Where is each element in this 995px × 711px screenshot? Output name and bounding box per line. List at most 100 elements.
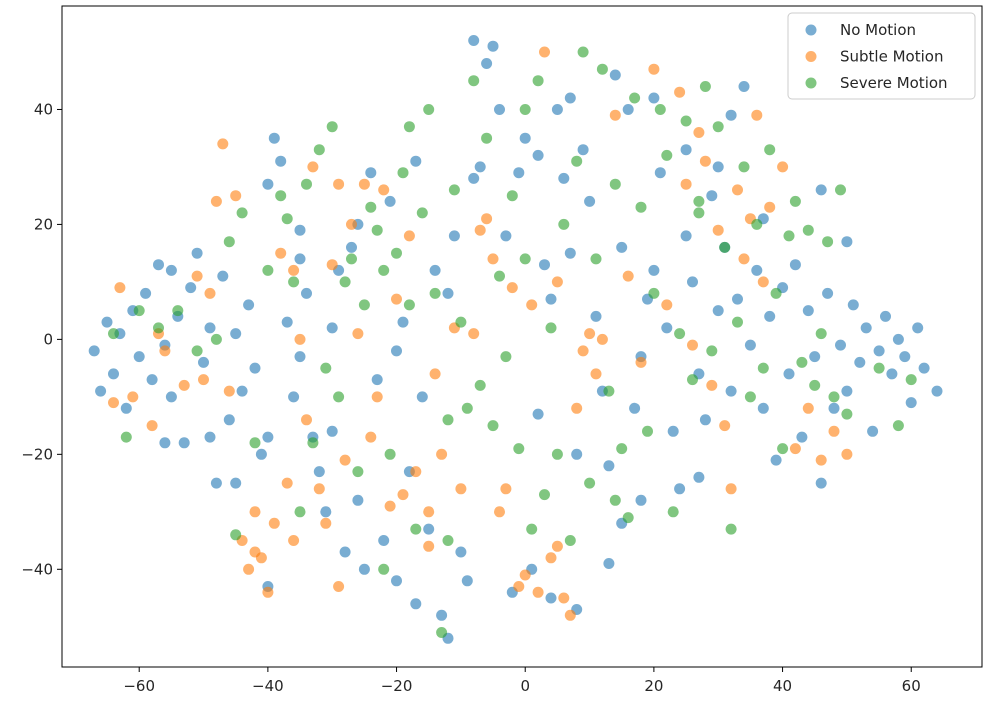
data-point	[140, 287, 152, 299]
data-point	[789, 195, 801, 207]
data-point	[403, 230, 415, 242]
data-point	[712, 224, 724, 236]
data-point	[847, 299, 859, 311]
data-point	[378, 563, 390, 575]
data-point	[744, 391, 756, 403]
data-point	[249, 506, 261, 518]
data-point	[770, 454, 782, 466]
data-point	[243, 563, 255, 575]
data-point	[236, 385, 248, 397]
data-point	[764, 144, 776, 156]
y-tick-label: 20	[34, 215, 53, 233]
data-point	[725, 385, 737, 397]
data-point	[294, 224, 306, 236]
plot-frame	[61, 5, 983, 668]
data-point	[551, 540, 563, 552]
data-point	[153, 259, 164, 271]
data-point	[796, 356, 808, 368]
data-point	[204, 287, 216, 299]
data-point	[346, 218, 357, 230]
data-point	[500, 230, 512, 242]
data-point	[809, 379, 821, 391]
data-point	[178, 379, 190, 391]
data-point	[487, 40, 499, 52]
data-point	[693, 471, 705, 483]
data-point	[339, 276, 351, 288]
data-point	[410, 523, 422, 535]
data-point	[609, 494, 621, 506]
data-point	[268, 517, 280, 529]
data-point	[223, 236, 235, 248]
data-point	[661, 322, 673, 334]
data-point	[667, 425, 679, 437]
data-point	[841, 236, 853, 248]
data-point	[313, 466, 325, 478]
data-point	[365, 167, 377, 179]
data-point	[609, 69, 621, 81]
data-point	[629, 402, 641, 414]
data-point	[648, 92, 660, 104]
data-point	[339, 454, 351, 466]
data-point	[410, 598, 422, 610]
data-point	[275, 155, 287, 167]
data-point	[751, 218, 763, 230]
legend-marker	[805, 24, 817, 36]
data-point	[481, 213, 493, 225]
data-point	[352, 466, 364, 478]
data-point	[333, 178, 345, 190]
data-point	[603, 385, 615, 397]
legend-label: Subtle Motion	[840, 48, 943, 66]
data-point	[603, 558, 615, 569]
data-point	[545, 592, 557, 604]
data-point	[320, 506, 332, 518]
data-point	[204, 322, 216, 334]
data-point	[365, 431, 377, 443]
data-point	[281, 477, 293, 489]
data-point	[320, 517, 332, 529]
data-point	[223, 385, 235, 397]
data-point	[461, 575, 473, 587]
data-point	[371, 374, 383, 386]
data-point	[687, 339, 698, 351]
y-tick-label: 40	[34, 100, 53, 118]
data-point	[307, 437, 319, 449]
data-point	[294, 506, 306, 518]
data-point	[661, 299, 673, 311]
data-point	[815, 184, 827, 196]
data-point	[88, 345, 100, 357]
data-point	[519, 132, 531, 144]
data-point	[699, 414, 711, 426]
data-point	[384, 195, 396, 207]
data-point	[635, 494, 647, 506]
data-point	[706, 345, 718, 357]
data-point	[500, 483, 512, 495]
data-point	[667, 506, 679, 518]
data-point	[127, 391, 139, 403]
data-point	[255, 448, 267, 460]
data-point	[249, 546, 261, 558]
data-point	[622, 512, 634, 524]
data-point	[403, 299, 415, 311]
data-point	[867, 425, 879, 437]
data-point	[262, 264, 274, 276]
data-point	[931, 385, 943, 397]
data-point	[474, 224, 486, 236]
data-point	[320, 362, 332, 374]
data-point	[545, 552, 557, 564]
data-point	[835, 339, 846, 351]
data-point	[551, 448, 563, 460]
data-point	[114, 282, 126, 294]
data-point	[757, 276, 769, 288]
data-point	[204, 431, 216, 443]
data-point	[635, 356, 647, 368]
data-point	[796, 431, 808, 443]
data-point	[468, 328, 480, 340]
data-point	[828, 391, 840, 403]
data-point	[108, 328, 119, 340]
data-point	[474, 379, 486, 391]
data-point	[442, 287, 454, 299]
data-point	[120, 431, 132, 443]
data-point	[751, 109, 763, 121]
legend-box	[787, 12, 976, 100]
